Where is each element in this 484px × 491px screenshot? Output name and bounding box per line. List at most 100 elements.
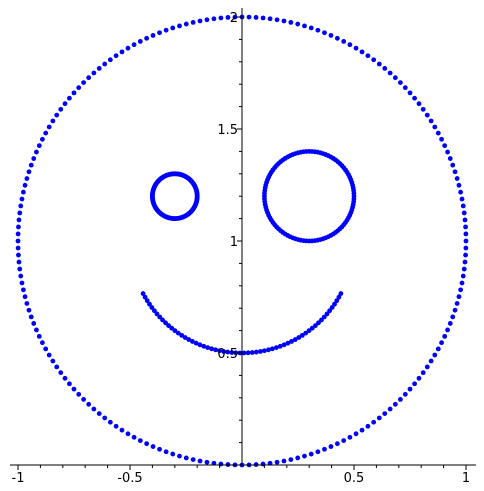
data-point-face-outline [435,130,441,136]
data-point-smile [149,305,155,310]
data-point-face-outline [253,15,259,20]
data-point-smile [334,298,340,304]
data-point-face-outline [76,85,82,91]
x-tick-label: 0.5 [344,471,365,486]
data-point-face-outline [71,90,77,96]
data-point-face-outline [295,21,301,27]
data-point-face-outline [376,415,382,421]
data-point-face-outline [328,33,334,38]
data-point-smile [197,342,203,348]
data-point-face-outline [288,19,294,25]
data-point-face-outline [460,273,466,279]
data-point-face-outline [407,386,413,392]
data-point-face-outline [54,364,60,370]
data-point-face-outline [107,57,113,63]
data-point-face-outline [397,396,403,402]
data-point-smile [245,350,251,356]
data-point-left-eye [194,194,200,200]
data-point-face-outline [347,42,353,48]
data-point-face-outline [125,45,131,51]
data-point-face-outline [359,49,365,55]
data-point-face-outline [435,346,441,352]
data-point-face-outline [463,252,468,258]
data-point-face-outline [412,381,417,387]
data-point-face-outline [432,124,438,130]
data-point-face-outline [353,431,359,437]
data-point-face-outline [15,231,21,237]
data-point-face-outline [137,39,143,44]
data-point-face-outline [442,143,448,149]
data-point-smile [241,350,247,356]
data-point-smile [217,348,222,354]
data-point-smile [233,350,239,356]
data-point-face-outline [452,307,458,313]
data-point-face-outline [459,196,465,202]
series-left-eye [150,171,200,222]
data-point-smile [221,349,227,354]
data-point-face-outline [19,196,25,202]
data-point-face-outline [359,427,365,433]
data-point-face-outline [28,314,34,320]
data-point-face-outline [392,401,398,407]
data-point-face-outline [81,396,87,402]
data-point-smile [277,343,283,349]
data-point-smile [262,348,267,354]
data-point-face-outline [456,182,462,188]
data-point-face-outline [365,423,371,429]
data-point-smile [324,311,330,317]
data-point-face-outline [183,455,189,461]
data-point-face-outline [204,459,210,465]
data-point-face-outline [424,112,430,118]
data-point-face-outline [428,358,434,364]
data-point-face-outline [392,75,398,81]
data-point-face-outline [102,61,108,67]
data-point-face-outline [144,441,150,447]
data-point-smile [338,291,344,296]
data-point-face-outline [16,252,21,258]
data-point-face-outline [50,118,56,124]
data-point-face-outline [26,169,32,175]
y-tick-label: 2 [230,11,238,26]
data-point-face-outline [17,210,23,216]
data-point-smile [175,330,181,336]
data-point-face-outline [31,321,37,326]
data-point-face-outline [295,455,301,461]
data-point-face-outline [328,444,334,449]
data-point-face-outline [18,273,24,279]
data-point-face-outline [424,364,430,370]
data-point-face-outline [28,162,34,168]
data-point-face-outline [302,23,307,29]
data-point-face-outline [334,441,340,447]
data-point-face-outline [308,25,314,31]
data-point-face-outline [447,156,453,161]
data-point-face-outline [341,438,347,443]
data-point-smile [332,301,337,307]
x-tick-label: -0.5 [117,471,142,486]
data-point-face-outline [456,294,462,300]
data-point-face-outline [40,136,45,142]
data-point-face-outline [197,18,203,24]
data-point-face-outline [20,189,26,195]
data-point-face-outline [119,427,125,433]
data-point-face-outline [462,217,468,223]
data-point-face-outline [190,457,196,463]
data-point-face-outline [376,61,382,67]
data-point-smile [319,317,324,323]
data-point-face-outline [177,453,182,459]
data-point-face-outline [452,169,458,175]
data-point-face-outline [387,406,393,412]
data-point-face-outline [17,266,23,272]
y-tick-label: 1 [230,235,238,250]
data-point-smile [253,349,259,355]
data-point-face-outline [371,57,377,63]
data-point-face-outline [445,327,450,333]
data-point-face-outline [450,314,456,320]
data-point-smile [229,350,235,355]
data-point-face-outline [274,17,280,23]
data-point-smile [249,350,255,355]
series-right-eye [262,149,357,244]
data-point-face-outline [20,287,26,293]
data-point-face-outline [439,340,444,346]
data-point-face-outline [347,434,353,440]
